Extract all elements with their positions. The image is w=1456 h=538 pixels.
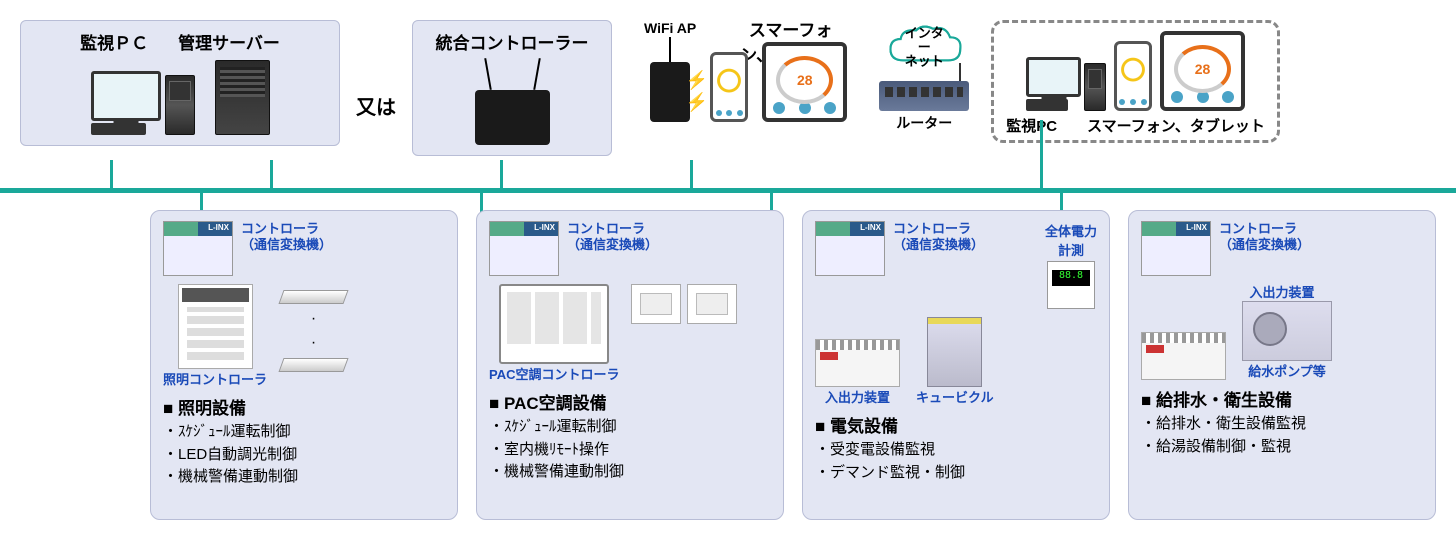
controller-unit-icon [489, 221, 559, 276]
controller-label: コントローラ （通信変換機） [1219, 221, 1310, 252]
lighting-bullets: ・ｽｹｼﾞｭｰﾙ運転制御 ・LED自動調光制御 ・機械警備連動制御 [163, 421, 445, 489]
controller-unit-icon [1141, 221, 1211, 276]
io-unit-icon [1141, 332, 1226, 380]
lighting-box: コントローラ （通信変換機） 照明コントローラ ·· ■ 照明設備 ・ｽｹｼﾞｭ… [150, 210, 458, 520]
controller-label: コントローラ （通信変換機） [567, 221, 658, 252]
controller-unit-icon [815, 221, 885, 276]
tablet-icon [762, 42, 847, 122]
lighting-controller-icon [178, 284, 253, 369]
power-meter-icon [1047, 261, 1095, 309]
internet-group: インター ネット ルーター [879, 20, 969, 133]
cubicle-icon [927, 317, 982, 387]
electric-bullets: ・受変電設備監視 ・デマンド監視・制御 [815, 439, 1097, 484]
router-label: ルーター [896, 113, 952, 133]
pump-label: 給水ポンプ等 [1248, 361, 1326, 380]
monitor-pc-icon [91, 71, 195, 135]
electric-title: ■ 電気設備 [815, 412, 1097, 437]
smartphone-icon [710, 52, 748, 122]
mgmt-server-label: 管理サーバー [178, 29, 280, 54]
io-label: 入出力装置 [825, 387, 890, 406]
power-meter-label: 全体電力 計測 [1045, 221, 1097, 259]
cubicle-label: キュービクル [916, 387, 994, 406]
pump-icon [1242, 301, 1332, 361]
top-row: 監視ＰＣ 管理サーバー 又は 統合コントローラー スマーフォン、タブレット Wi… [0, 0, 1456, 190]
hvac-title: ■ PAC空調設備 [489, 389, 771, 414]
hvac-box: コントローラ （通信変換機） PAC空調コントローラ ■ PAC空調設備 ・ｽｹ… [476, 210, 784, 520]
hvac-bullets: ・ｽｹｼﾞｭｰﾙ運転制御 ・室内機ﾘﾓｰﾄ操作 ・機械警備連動制御 [489, 416, 771, 484]
controller-label: コントローラ （通信変換機） [241, 221, 332, 252]
drop-line [690, 160, 693, 188]
drop-line [500, 160, 503, 188]
io-unit-icon [815, 339, 900, 387]
integrated-controller-label: 統合コントローラー [436, 29, 589, 54]
lighting-title: ■ 照明設備 [163, 394, 445, 419]
drop-line [110, 160, 113, 188]
monitor-server-box: 監視ＰＣ 管理サーバー [20, 20, 340, 146]
plumbing-title: ■ 給排水・衛生設備 [1141, 386, 1423, 411]
wifi-ap-label: WiFi AP [644, 20, 696, 36]
electric-box: コントローラ （通信変換機） 全体電力 計測 入出力装置 キュービクル ■ 電気… [802, 210, 1110, 520]
controller-label: コントローラ （通信変換機） [893, 221, 984, 252]
network-bus [0, 188, 1456, 193]
drop-line [1040, 120, 1043, 188]
remote-phone-icon [1114, 41, 1152, 111]
controller-unit-icon [163, 221, 233, 276]
monitor-pc-label: 監視ＰＣ [80, 29, 148, 54]
wifi-mobile-group: スマーフォン、タブレット WiFi AP ⚡⚡ [644, 20, 847, 122]
router-icon [879, 81, 969, 111]
remote-mobile-label: スマーフォン、タブレット [1087, 115, 1265, 136]
or-label: 又は [356, 91, 396, 120]
pac-controller-label: PAC空調コントローラ [489, 364, 619, 383]
integrated-controller-box: 統合コントローラー [412, 20, 612, 156]
io-label: 入出力装置 [1141, 282, 1423, 301]
lighting-controller-label: 照明コントローラ [163, 369, 267, 388]
pac-panel-icon [499, 284, 609, 364]
server-icon [215, 60, 270, 135]
plumbing-bullets: ・給排水・衛生設備監視 ・給湯設備制御・監視 [1141, 413, 1423, 458]
remote-pc-label: 監視PC [1006, 115, 1057, 136]
drop-line [270, 160, 273, 188]
sub-row: コントローラ （通信変換機） 照明コントローラ ·· ■ 照明設備 ・ｽｹｼﾞｭ… [150, 210, 1436, 520]
cloud-label: インター ネット [903, 26, 946, 69]
controller-icon [475, 90, 550, 145]
remote-tablet-icon [1160, 31, 1245, 111]
wifi-ap-icon: WiFi AP ⚡⚡ [644, 20, 696, 122]
light-fixtures-icon: ·· [281, 290, 346, 372]
remote-pc-icon [1026, 57, 1106, 111]
remote-box: 監視PC スマーフォン、タブレット [991, 20, 1280, 143]
cassette-units-icon [631, 284, 737, 324]
cloud-icon: インター ネット [882, 20, 967, 75]
plumbing-box: コントローラ （通信変換機） 入出力装置 給水ポンプ等 ■ 給排水・衛生設備 ・… [1128, 210, 1436, 520]
